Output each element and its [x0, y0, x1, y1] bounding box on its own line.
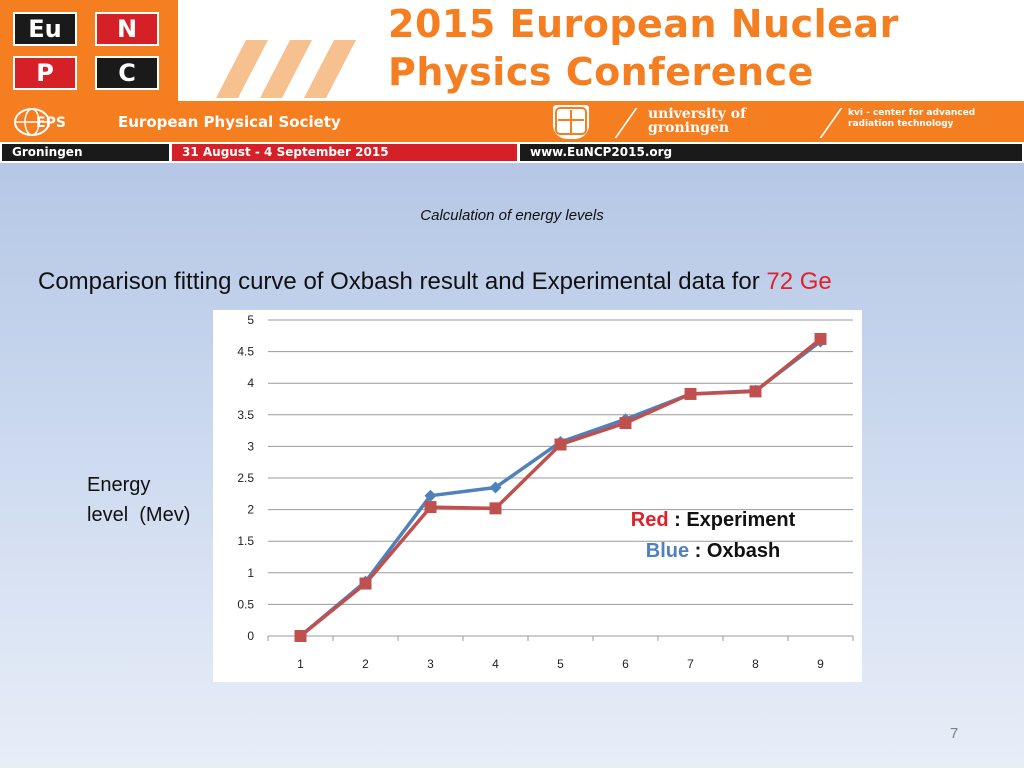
x-tick-label: 2: [362, 657, 369, 671]
x-tick-label: 3: [427, 657, 434, 671]
society-name: European Physical Society: [118, 113, 341, 131]
heading-text: Comparison fitting curve of Oxbash resul…: [38, 268, 760, 295]
slash-decoration-icon: [216, 40, 356, 98]
y-tick-label: 1: [247, 566, 254, 580]
data-point-experiment: [814, 332, 827, 345]
conference-title-line2: Physics Conference: [388, 50, 814, 94]
y-tick-label: 0: [247, 629, 254, 643]
data-point-oxbash: [424, 489, 437, 502]
legend-red-text: : Experiment: [668, 509, 796, 531]
heading-nucleus: 72 Ge: [766, 268, 832, 295]
university-crest-icon: [553, 105, 589, 139]
y-tick-label: 0.5: [237, 597, 254, 611]
eps-logo-text: EPS: [36, 115, 66, 131]
data-point-experiment: [424, 501, 437, 514]
legend-oxbash: Blue : Oxbash: [603, 536, 823, 567]
logo-tile-n: N: [95, 12, 159, 46]
university-name: university of groningen: [648, 107, 746, 135]
logo-tile-p: P: [13, 56, 77, 90]
url-link[interactable]: www.EuNCP2015.org: [520, 144, 1022, 161]
conference-title-area: 2015 European Nuclear Physics Conference: [178, 0, 1024, 101]
energy-level-chart: 0 0.5 1 1.5 2 2.5 3 3.5 4 4.5 5 1 2 3 4 5 6 7 8 9: [237, 313, 854, 671]
eps-globe-icon: EPS: [14, 108, 66, 136]
x-tick-label: 9: [817, 657, 824, 671]
kvi-line2: radiation technology: [848, 119, 954, 129]
legend-experiment: Red : Experiment: [603, 505, 823, 536]
dates-label: 31 August - 4 September 2015: [172, 144, 517, 161]
logo-tile-eu: Eu: [13, 12, 77, 46]
y-tick-label: 3: [247, 439, 254, 453]
university-line2: groningen: [648, 120, 730, 136]
x-tick-label: 7: [687, 657, 694, 671]
x-tick-label: 5: [557, 657, 564, 671]
data-point-experiment: [554, 438, 567, 451]
y-tick-label: 4: [247, 376, 254, 390]
slide-heading: Comparison fitting curve of Oxbash resul…: [38, 268, 832, 296]
series-line-oxbash: [299, 340, 822, 638]
x-tick-label: 8: [752, 657, 759, 671]
legend-annotation: Red : Experiment Blue : Oxbash: [603, 505, 823, 567]
y-axis-label-line1: Energy: [87, 474, 151, 496]
data-point-experiment: [619, 417, 632, 430]
logo-tile-c: C: [95, 56, 159, 90]
conference-title-line1: 2015 European Nuclear: [388, 2, 899, 46]
university-line1: university of: [648, 106, 747, 122]
data-point-oxbash: [489, 481, 502, 494]
x-tick-label: 6: [622, 657, 629, 671]
legend-blue-word: Blue: [645, 540, 690, 562]
y-tick-label: 2: [247, 503, 254, 517]
data-point-experiment: [489, 502, 502, 515]
y-tick-label: 3.5: [237, 408, 254, 422]
x-tick-label: 1: [297, 657, 304, 671]
x-tick-label: 4: [492, 657, 499, 671]
y-tick-label: 1.5: [237, 534, 254, 548]
y-axis-label-line2: level (Mev): [87, 504, 191, 526]
data-point-experiment: [359, 577, 372, 590]
conference-banner: Eu N P C 2015 European Nuclear Physics C…: [0, 0, 1024, 163]
slide-subtitle: Calculation of energy levels: [420, 207, 604, 224]
sponsor-strip: [0, 101, 1024, 142]
page-number: 7: [950, 725, 959, 742]
data-point-experiment: [294, 630, 307, 642]
y-tick-label: 4.5: [237, 345, 254, 359]
kvi-name: kvi - center for advanced radiation tech…: [848, 108, 975, 130]
kvi-line1: kvi - center for advanced: [848, 108, 976, 118]
y-tick-label: 5: [247, 313, 254, 327]
chart-container: 0 0.5 1 1.5 2 2.5 3 3.5 4 4.5 5 1 2 3 4 5 6 7 8 9: [213, 310, 862, 682]
city-label: Groningen: [2, 144, 169, 161]
data-point-experiment: [749, 385, 762, 398]
data-point-experiment: [684, 387, 697, 400]
legend-blue-text: : Oxbash: [689, 540, 781, 562]
euncp-logo: Eu N P C: [0, 0, 178, 101]
legend-red-word: Red: [630, 509, 669, 531]
y-axis-label: Energy level (Mev): [87, 470, 190, 530]
y-tick-label: 2.5: [237, 471, 254, 485]
